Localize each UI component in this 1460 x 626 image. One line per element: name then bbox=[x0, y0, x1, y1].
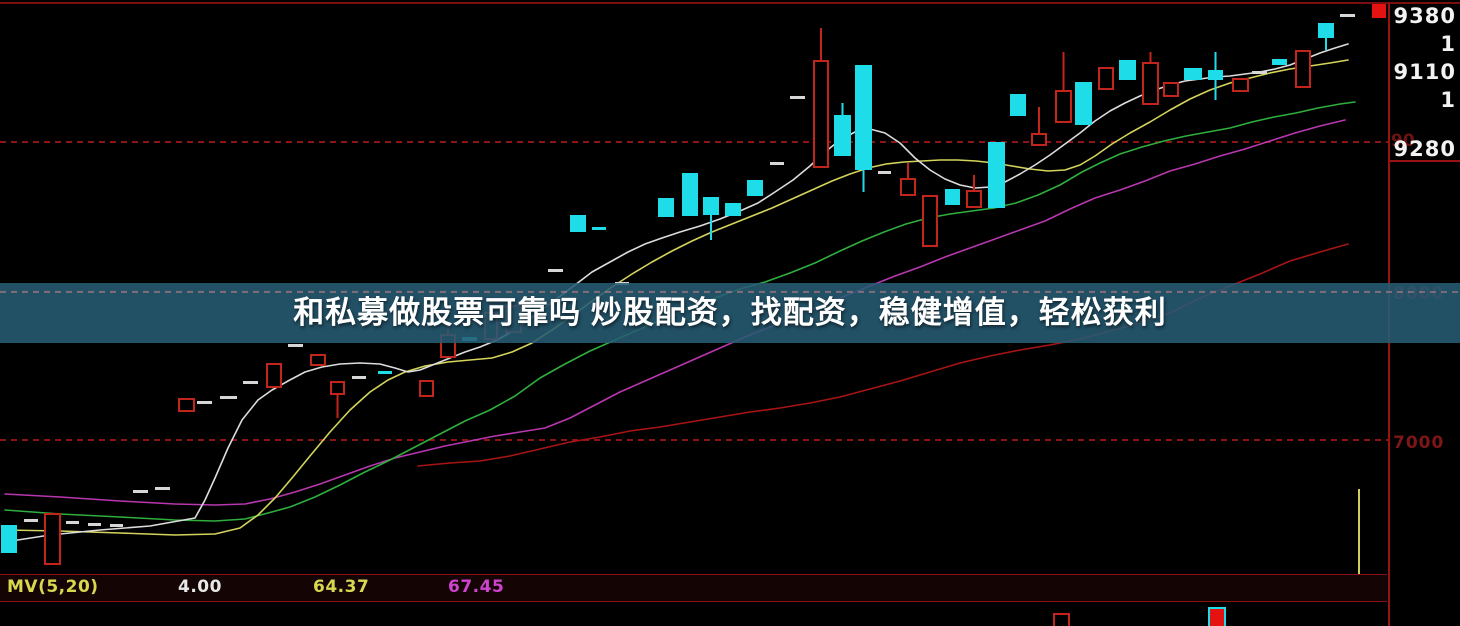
indicator-name-label: MV(5,20) bbox=[7, 577, 99, 597]
indicator-value-magenta: 67.45 bbox=[448, 577, 505, 597]
doji-dash bbox=[770, 162, 784, 165]
doji-dash bbox=[352, 376, 366, 379]
ad-banner[interactable]: 和私募做股票可靠吗 炒股配资，找配资，稳健增值，轻松获利 bbox=[0, 283, 1460, 343]
candle-down bbox=[1184, 68, 1202, 80]
candle-down bbox=[855, 65, 872, 170]
doji-dash bbox=[878, 171, 891, 174]
candle-down bbox=[725, 203, 741, 216]
doji-dash bbox=[110, 524, 123, 527]
candle-down bbox=[658, 198, 674, 217]
doji-dash bbox=[24, 519, 38, 522]
candle-up bbox=[1142, 62, 1159, 105]
doji-dash bbox=[220, 396, 237, 399]
ma-yellow bbox=[4, 59, 1349, 536]
doji-dash bbox=[133, 490, 148, 493]
candle-down bbox=[570, 215, 586, 232]
candle-down bbox=[682, 173, 698, 216]
candle-down bbox=[1, 525, 17, 553]
doji-dash bbox=[66, 521, 79, 524]
indicator-value-yellow: 64.37 bbox=[313, 577, 370, 597]
candle-up bbox=[178, 398, 195, 412]
candle-up bbox=[922, 195, 938, 247]
quote-volume-1: 1 bbox=[1440, 32, 1456, 56]
price-axis-label: 7000 bbox=[1393, 433, 1444, 453]
quote-price-2: 9110 bbox=[1393, 60, 1456, 84]
candle-up bbox=[1232, 78, 1249, 92]
doji-dash bbox=[1272, 59, 1287, 65]
candle-down bbox=[747, 180, 763, 196]
doji-dash bbox=[88, 523, 101, 526]
candle-up bbox=[330, 381, 345, 395]
gridline-through-banner bbox=[0, 291, 1460, 293]
ma-red bbox=[417, 243, 1349, 467]
candle-down bbox=[1119, 60, 1136, 80]
candle-up bbox=[266, 363, 282, 388]
quote-panel: 90 9380 1 9110 1 9280 bbox=[1390, 0, 1460, 162]
candle-up bbox=[900, 178, 916, 196]
volume-bar-filled bbox=[1208, 607, 1226, 626]
gridline-price-label-partial: 90 bbox=[1391, 131, 1415, 151]
candle-down bbox=[834, 115, 851, 156]
doji-dash bbox=[592, 227, 606, 230]
quote-volume-2: 1 bbox=[1440, 88, 1456, 112]
doji-dash bbox=[288, 344, 303, 347]
candle-up bbox=[44, 513, 61, 565]
candle-up bbox=[966, 190, 982, 208]
candle-down bbox=[988, 142, 1005, 208]
candle-up bbox=[1163, 82, 1179, 97]
doji-dash bbox=[155, 487, 170, 490]
indicator-status-bar[interactable]: MV(5,20) 4.00 64.37 67.45 bbox=[0, 574, 1387, 602]
alert-square-icon bbox=[1372, 4, 1386, 18]
doji-dash bbox=[243, 381, 258, 384]
candle-down bbox=[1075, 82, 1092, 125]
candle-down bbox=[1318, 23, 1334, 38]
doji-dash bbox=[548, 269, 563, 272]
quote-last-price: 9280 bbox=[1393, 137, 1456, 161]
candle-down bbox=[703, 197, 719, 215]
ad-banner-text: 和私募做股票可靠吗 炒股配资，找配资，稳健增值，轻松获利 bbox=[293, 295, 1167, 330]
candle-down bbox=[945, 189, 960, 205]
candle-up bbox=[310, 354, 326, 366]
candle-up bbox=[813, 60, 829, 168]
candle-up bbox=[1031, 133, 1047, 146]
quote-price-1: 9380 bbox=[1393, 4, 1456, 28]
doji-dash bbox=[790, 96, 805, 99]
doji-dash bbox=[378, 371, 392, 374]
candle-up bbox=[419, 380, 434, 397]
indicator-value-white: 4.00 bbox=[178, 577, 222, 597]
candle-up bbox=[1055, 90, 1072, 123]
doji-dash bbox=[197, 401, 212, 404]
candle-down bbox=[1208, 70, 1223, 80]
candle-up bbox=[1098, 67, 1114, 90]
doji-dash bbox=[1340, 14, 1355, 17]
candle-up bbox=[1295, 50, 1311, 88]
ma-green bbox=[4, 101, 1356, 522]
volume-bar-outline bbox=[1053, 613, 1070, 626]
candle-down bbox=[1010, 94, 1026, 116]
doji-dash bbox=[1252, 71, 1267, 74]
